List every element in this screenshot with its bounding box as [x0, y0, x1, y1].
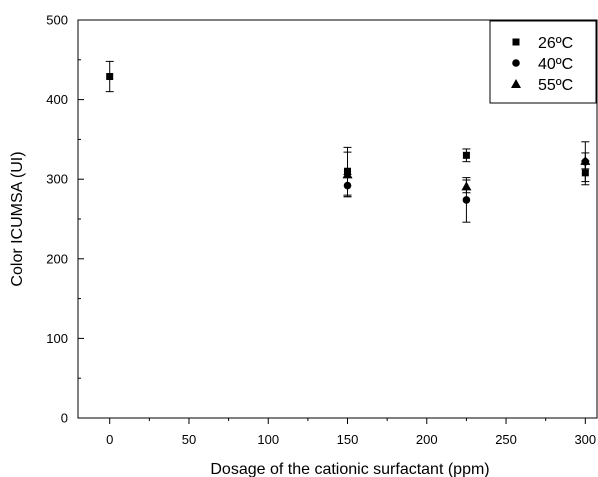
- square-marker: [462, 151, 470, 159]
- legend-box: [489, 20, 597, 104]
- legend-label: 26ºC: [538, 35, 573, 52]
- data-marks: [105, 60, 591, 223]
- y-tick-label: 400: [46, 92, 68, 107]
- x-axis: 0 50 100 150 200 250 300: [106, 418, 596, 447]
- y-tick-label: 100: [46, 331, 68, 346]
- legend-label: 55ºC: [538, 77, 573, 94]
- x-tick-label: 200: [416, 432, 438, 447]
- legend: 26ºC 40ºC 55ºC: [489, 20, 597, 104]
- legend-item: 40ºC: [512, 56, 573, 73]
- triangle-marker: [461, 181, 472, 191]
- circle-marker: [462, 196, 471, 204]
- triangle-marker: [342, 169, 353, 179]
- x-tick-label: 150: [337, 432, 359, 447]
- x-tick-label: 300: [574, 432, 596, 447]
- legend-item: 55ºC: [511, 77, 573, 94]
- x-axis-label: Dosage of the cationic surfactant (ppm): [210, 461, 489, 477]
- series-triangle: [342, 151, 591, 198]
- y-axis: 0 100 200 300 400 500: [46, 13, 84, 426]
- legend-item: 26ºC: [512, 35, 573, 52]
- x-tick-label: 100: [257, 432, 279, 447]
- y-tick-label: 500: [46, 13, 68, 28]
- y-tick-label: 0: [61, 411, 68, 426]
- triangle-marker: [580, 155, 591, 165]
- x-tick-label: 250: [495, 432, 517, 447]
- y-tick-label: 300: [46, 172, 68, 187]
- triangle-marker: [511, 79, 521, 88]
- y-tick-label: 200: [46, 251, 68, 266]
- x-tick-label: 0: [106, 432, 113, 447]
- y-axis-label: Color ICUMSA (UI): [9, 151, 26, 286]
- legend-label: 40ºC: [538, 56, 573, 73]
- square-marker: [512, 38, 520, 46]
- square-marker: [106, 73, 114, 81]
- x-tick-label: 50: [182, 432, 196, 447]
- circle-marker: [512, 59, 520, 67]
